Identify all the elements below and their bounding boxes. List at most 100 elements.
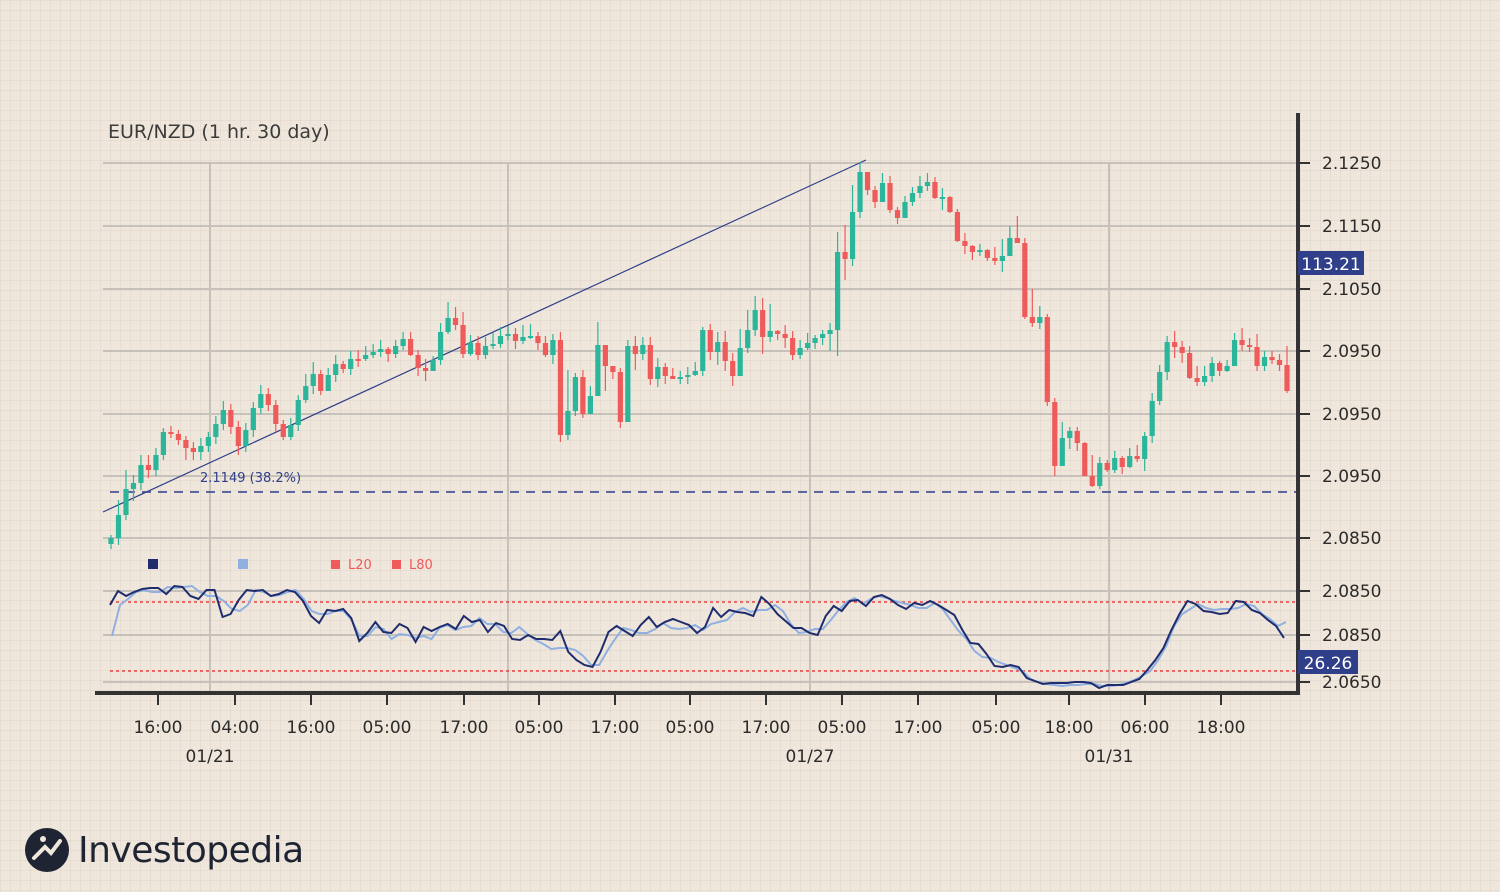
candle-body	[1014, 238, 1020, 243]
candle-body	[408, 339, 414, 355]
legend-swatch-k	[148, 559, 158, 569]
candle	[902, 196, 908, 218]
candle	[842, 225, 848, 280]
candle	[655, 358, 661, 387]
candle	[437, 323, 444, 365]
x-tick-label: 18:00	[1045, 718, 1094, 738]
candlesticks	[108, 162, 1290, 549]
y-tick-label: 2.0950	[1322, 467, 1381, 487]
candle-body	[430, 360, 436, 371]
candle	[595, 322, 601, 396]
candle	[1127, 448, 1133, 468]
candle	[557, 332, 564, 442]
candle-body	[752, 310, 758, 330]
candle	[587, 386, 593, 414]
candle	[497, 327, 504, 348]
candle	[692, 362, 698, 376]
candle-body	[767, 331, 773, 337]
candle	[1059, 422, 1065, 466]
trend-line-segment	[102, 159, 867, 513]
candle	[1269, 351, 1275, 364]
date-label: 01/27	[786, 747, 835, 767]
candle-body	[819, 334, 826, 338]
candle-body	[737, 348, 743, 376]
candle	[1074, 427, 1080, 451]
candle	[797, 340, 803, 359]
candle	[625, 340, 631, 422]
price-badge: 113.21	[1298, 251, 1364, 275]
candle	[1037, 306, 1043, 329]
candle-body	[602, 345, 608, 366]
stochastic-d-line	[111, 584, 1287, 688]
candle	[258, 385, 264, 414]
candle	[745, 310, 751, 353]
candle	[505, 326, 511, 340]
candle-body	[587, 396, 593, 414]
candle-body	[497, 336, 504, 344]
candle-body	[475, 343, 481, 355]
x-axis-ticks: 16:00 04:00 16:00 05:00 17:00 05:00 17:00 05:00…	[134, 695, 1246, 738]
candle	[1239, 328, 1245, 351]
candle-body	[175, 434, 182, 440]
candle	[123, 470, 129, 520]
candle-body	[482, 346, 489, 355]
candle-body	[378, 349, 384, 352]
candle-body	[1029, 317, 1035, 323]
candle-body	[812, 338, 818, 343]
candle-body	[1059, 438, 1065, 466]
candle-body	[273, 405, 279, 424]
chart-title: EUR/NZD (1 hr. 30 day)	[108, 121, 330, 143]
candle-body	[1239, 340, 1245, 345]
candle-body	[917, 186, 923, 193]
candle-body	[1157, 372, 1163, 401]
candle	[340, 361, 346, 373]
candle-body	[595, 345, 601, 396]
candle-body	[422, 368, 429, 371]
candle-body	[887, 183, 893, 210]
investopedia-logo: Investopedia	[24, 826, 304, 874]
candle	[924, 173, 931, 191]
candle	[108, 535, 114, 549]
candle-body	[640, 345, 646, 354]
candle	[318, 370, 324, 395]
candle	[1044, 314, 1050, 406]
candle	[760, 298, 766, 354]
candle-body	[790, 338, 796, 355]
candle	[243, 423, 249, 452]
x-tick-label: 18:00	[1197, 718, 1246, 738]
candle-body	[288, 425, 294, 437]
candle-body	[932, 182, 938, 198]
candle-body	[1164, 342, 1170, 372]
candle	[947, 196, 953, 213]
candle-body	[999, 256, 1005, 261]
y-tick-label: 2.0950	[1322, 405, 1381, 425]
candle-body	[715, 342, 721, 352]
candle	[812, 335, 818, 349]
candle-body	[1134, 456, 1140, 459]
candle-body	[1022, 243, 1028, 317]
candle	[422, 359, 429, 381]
candle	[1261, 351, 1268, 371]
candle-body	[1097, 463, 1103, 486]
date-label: 01/21	[186, 747, 235, 767]
candle	[400, 332, 406, 350]
x-tick-label: 05:00	[972, 718, 1021, 738]
candle-body	[894, 210, 901, 218]
y-tick-label: 2.0950	[1322, 342, 1381, 362]
candle-body	[775, 331, 781, 334]
candle-body	[340, 364, 346, 369]
candle	[145, 455, 152, 478]
candle-body	[1127, 456, 1133, 467]
candle-body	[168, 432, 174, 434]
candle	[542, 336, 549, 357]
candle	[782, 325, 788, 348]
candle	[355, 350, 361, 367]
candle-body	[1082, 443, 1088, 476]
candle	[220, 401, 226, 430]
candle-body	[1179, 347, 1185, 353]
candle	[805, 333, 811, 350]
candle-body	[550, 340, 556, 355]
candle	[602, 345, 608, 391]
candle	[535, 332, 541, 350]
candle-body	[984, 250, 990, 258]
